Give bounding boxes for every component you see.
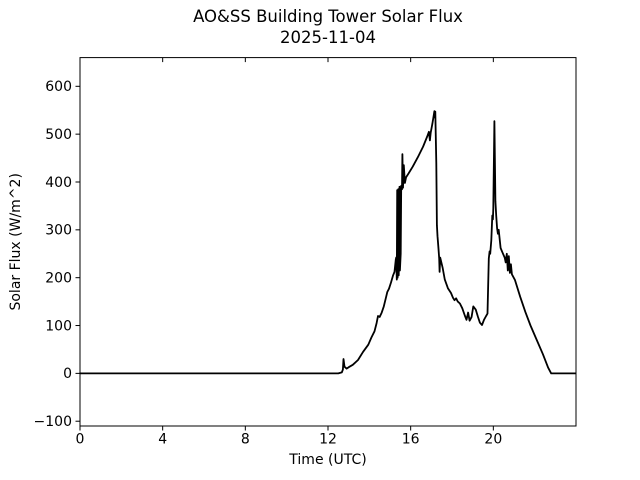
x-tick-label: 0 [76, 432, 85, 448]
x-tick-label: 12 [319, 432, 337, 448]
x-tick-label: 4 [158, 432, 167, 448]
chart-subtitle: 2025-11-04 [280, 27, 376, 47]
y-tick-label: 300 [45, 223, 72, 239]
solar-flux-line [79, 110, 577, 375]
y-tick-label: 600 [45, 79, 72, 95]
y-axis-label: Solar Flux (W/m^2) [8, 173, 24, 310]
axes-spines [79, 57, 577, 427]
y-tick-label: 0 [63, 366, 72, 382]
x-tick-label: 8 [241, 432, 250, 448]
chart-title-block: AO&SS Building Tower Solar Flux 2025-11-… [80, 7, 576, 48]
x-tick-label: 16 [402, 432, 420, 448]
chart-title: AO&SS Building Tower Solar Flux [193, 7, 463, 26]
y-tick-label: 400 [45, 175, 72, 191]
y-tick-label: 200 [45, 270, 72, 286]
y-tick-label: 500 [45, 127, 72, 143]
x-tick-label: 20 [484, 432, 502, 448]
x-axis-label: Time (UTC) [288, 452, 366, 468]
y-tick-label: 100 [45, 318, 72, 334]
y-tick-label: −100 [34, 414, 72, 430]
